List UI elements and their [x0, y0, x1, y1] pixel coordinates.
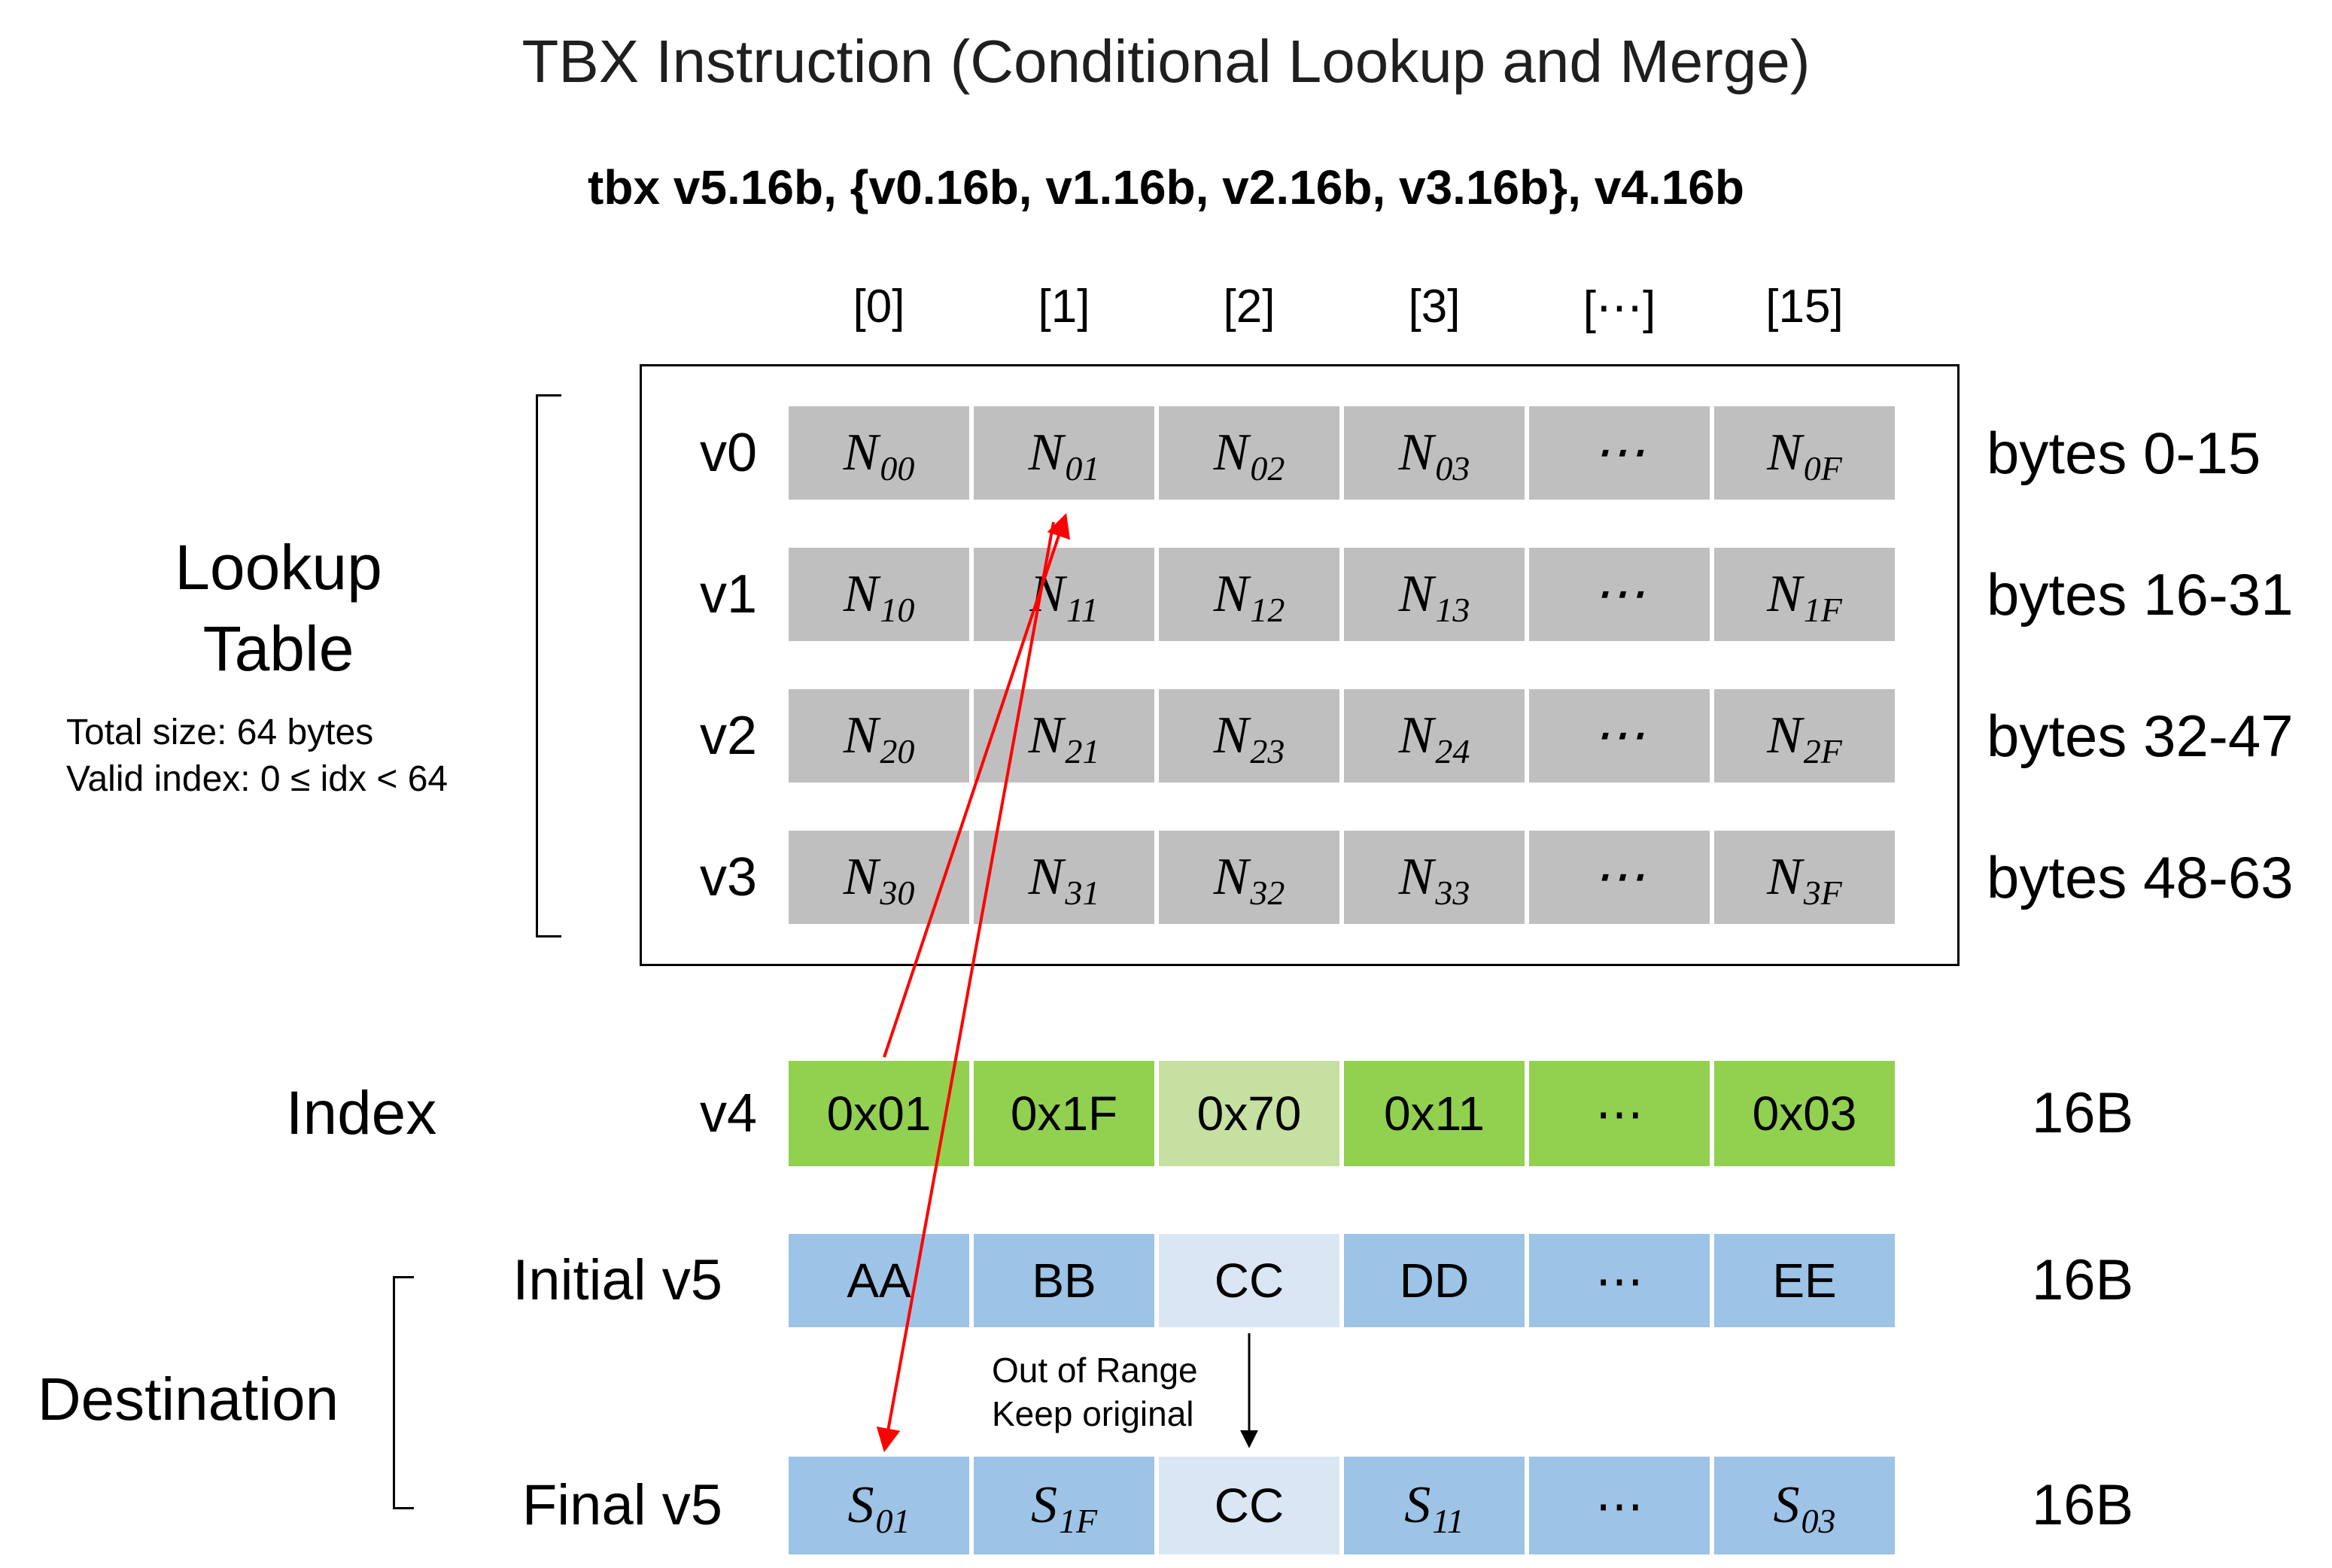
table-cell: N11	[974, 548, 1154, 641]
table-cell: N33	[1344, 831, 1525, 924]
table-cell: N23	[1159, 689, 1339, 782]
table-cell: N3F	[1714, 831, 1895, 924]
column-header: [0]	[853, 281, 905, 333]
index-cell: 0x03	[1714, 1061, 1895, 1166]
table-cell-ellipsis: ⋯	[1529, 548, 1710, 641]
index-cell-out-of-range: 0x70	[1159, 1061, 1339, 1166]
final-cell: S11	[1344, 1457, 1525, 1554]
table-cell: N12	[1159, 548, 1339, 641]
instruction-syntax: tbx v5.16b, {v0.16b, v1.16b, v2.16b, v3.…	[588, 160, 1744, 214]
final-cell: S01	[789, 1457, 969, 1554]
table-row-v1: N10 N11 N12 N13 ⋯ N1F	[789, 548, 1895, 641]
column-header: [3]	[1408, 281, 1461, 333]
bytes-range-label: bytes 48-63	[1987, 844, 2294, 910]
table-cell: N13	[1344, 548, 1525, 641]
bytes-range-label: bytes 0-15	[1987, 420, 2261, 486]
bytes-range-label: bytes 32-47	[1987, 703, 2294, 769]
index-cell: 0x01	[789, 1061, 969, 1166]
index-row: 0x01 0x1F 0x70 0x11 ⋯ 0x03	[789, 1061, 1895, 1166]
table-cell: N0F	[1714, 406, 1895, 500]
register-label-v3: v3	[700, 847, 758, 907]
index-cell-ellipsis: ⋯	[1529, 1061, 1710, 1166]
final-v5-label: Final v5	[521, 1473, 722, 1537]
register-label-v2: v2	[700, 706, 758, 766]
table-cell: N01	[974, 406, 1154, 500]
column-header: [⋯]	[1583, 282, 1656, 334]
table-cell: N10	[789, 548, 969, 641]
initial-cell: DD	[1344, 1234, 1525, 1327]
table-cell: N03	[1344, 406, 1525, 500]
column-header: [1]	[1038, 281, 1090, 333]
size-label: 16B	[2032, 1248, 2134, 1312]
out-of-range-note: Out of Range Keep original	[992, 1351, 1198, 1433]
column-header: [15]	[1765, 281, 1844, 333]
lookup-table-label: Lookup Table	[175, 532, 382, 684]
initial-cell-ellipsis: ⋯	[1529, 1234, 1710, 1327]
total-size-note: Total size: 64 bytes	[66, 713, 374, 752]
bytes-range-label: bytes 16-31	[1987, 561, 2294, 628]
table-row-v2: N20 N21 N23 N24 ⋯ N2F	[789, 689, 1895, 782]
destination-bracket	[393, 1276, 414, 1509]
index-label: Index	[285, 1079, 437, 1147]
initial-cell-kept: CC	[1159, 1234, 1339, 1327]
page-title: TBX Instruction (Conditional Lookup and …	[521, 28, 1811, 95]
table-cell: N20	[789, 689, 969, 782]
initial-v5-row: AA BB CC DD ⋯ EE	[789, 1234, 1895, 1327]
initial-cell: BB	[974, 1234, 1154, 1327]
index-cell: 0x1F	[974, 1061, 1154, 1166]
register-label-v0: v0	[700, 423, 758, 483]
register-label-v1: v1	[700, 564, 758, 624]
table-cell: N30	[789, 831, 969, 924]
register-label-v4: v4	[700, 1083, 758, 1144]
index-cell: 0x11	[1344, 1061, 1525, 1166]
table-cell: N2F	[1714, 689, 1895, 782]
valid-index-note: Valid index: 0 ≤ idx < 64	[66, 759, 448, 799]
column-header: [2]	[1223, 281, 1275, 333]
table-cell: N24	[1344, 689, 1525, 782]
initial-v5-label: Initial v5	[512, 1248, 722, 1312]
size-label: 16B	[2032, 1473, 2134, 1537]
final-cell-kept: CC	[1159, 1457, 1339, 1554]
table-cell: N1F	[1714, 548, 1895, 641]
table-cell-ellipsis: ⋯	[1529, 831, 1710, 924]
table-cell-ellipsis: ⋯	[1529, 406, 1710, 500]
final-cell-ellipsis: ⋯	[1529, 1457, 1710, 1554]
table-row-v3: N30 N31 N32 N33 ⋯ N3F	[789, 831, 1895, 924]
initial-cell: EE	[1714, 1234, 1895, 1327]
table-cell: N31	[974, 831, 1154, 924]
table-cell: N21	[974, 689, 1154, 782]
table-cell: N32	[1159, 831, 1339, 924]
lookup-table-bracket	[536, 394, 561, 937]
lookup-table-border	[640, 364, 1960, 966]
table-cell: N00	[789, 406, 969, 500]
size-label: 16B	[2032, 1081, 2134, 1145]
final-cell: S03	[1714, 1457, 1895, 1554]
table-row-v0: N00 N01 N02 N03 ⋯ N0F	[789, 406, 1895, 500]
table-cell-ellipsis: ⋯	[1529, 689, 1710, 782]
final-cell: S1F	[974, 1457, 1154, 1554]
table-cell: N02	[1159, 406, 1339, 500]
initial-cell: AA	[789, 1234, 969, 1327]
destination-label: Destination	[37, 1366, 339, 1433]
final-v5-row: S01 S1F CC S11 ⋯ S03	[789, 1457, 1895, 1554]
column-headers: [0] [1] [2] [3] [⋯] [15]	[789, 280, 1895, 335]
